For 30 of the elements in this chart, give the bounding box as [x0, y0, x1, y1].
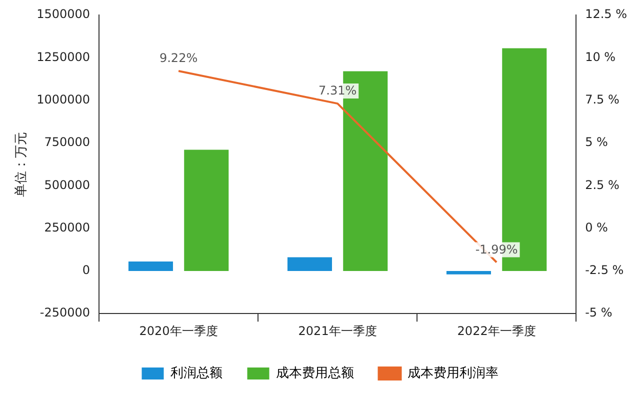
y2-tick-label: -5 %	[585, 306, 612, 320]
y2-tick-label: 7.5 %	[585, 92, 620, 106]
legend-label: 成本费用总额	[276, 366, 354, 381]
y-tick-label: 1500000	[36, 7, 90, 22]
y-tick-label: 1000000	[36, 92, 90, 106]
y2-tick-label: 0 %	[585, 220, 608, 234]
y-tick-label: 500000	[44, 178, 90, 192]
legend-label: 成本费用利润率	[407, 364, 498, 381]
y2-tick-label: 12.5 %	[585, 7, 627, 22]
y2-tick-label: 5 %	[585, 135, 608, 150]
y-axis-title: 单位：万元	[14, 132, 30, 197]
bar	[128, 262, 173, 271]
bar	[446, 270, 491, 274]
x-tick-label: 2022年一季度	[457, 324, 536, 338]
y-tick-label: -250000	[40, 306, 90, 320]
data-label: 7.31%	[318, 84, 357, 98]
y-tick-label: 0	[82, 263, 90, 278]
x-tick-label: 2020年一季度	[139, 324, 218, 338]
legend-label: 利润总额	[170, 366, 222, 381]
y2-tick-label: 10 %	[585, 50, 616, 64]
y-tick-label: 1250000	[36, 50, 90, 64]
y2-tick-label: -2.5 %	[585, 263, 624, 278]
bar	[287, 257, 332, 271]
y-tick-label: 750000	[44, 135, 90, 150]
data-label: 9.22%	[159, 51, 198, 66]
data-label: -1.99%	[475, 242, 518, 256]
y2-tick-label: 2.5 %	[585, 178, 620, 192]
y-tick-label: 250000	[44, 220, 90, 234]
bar	[184, 150, 229, 271]
x-tick-label: 2021年一季度	[298, 324, 377, 338]
